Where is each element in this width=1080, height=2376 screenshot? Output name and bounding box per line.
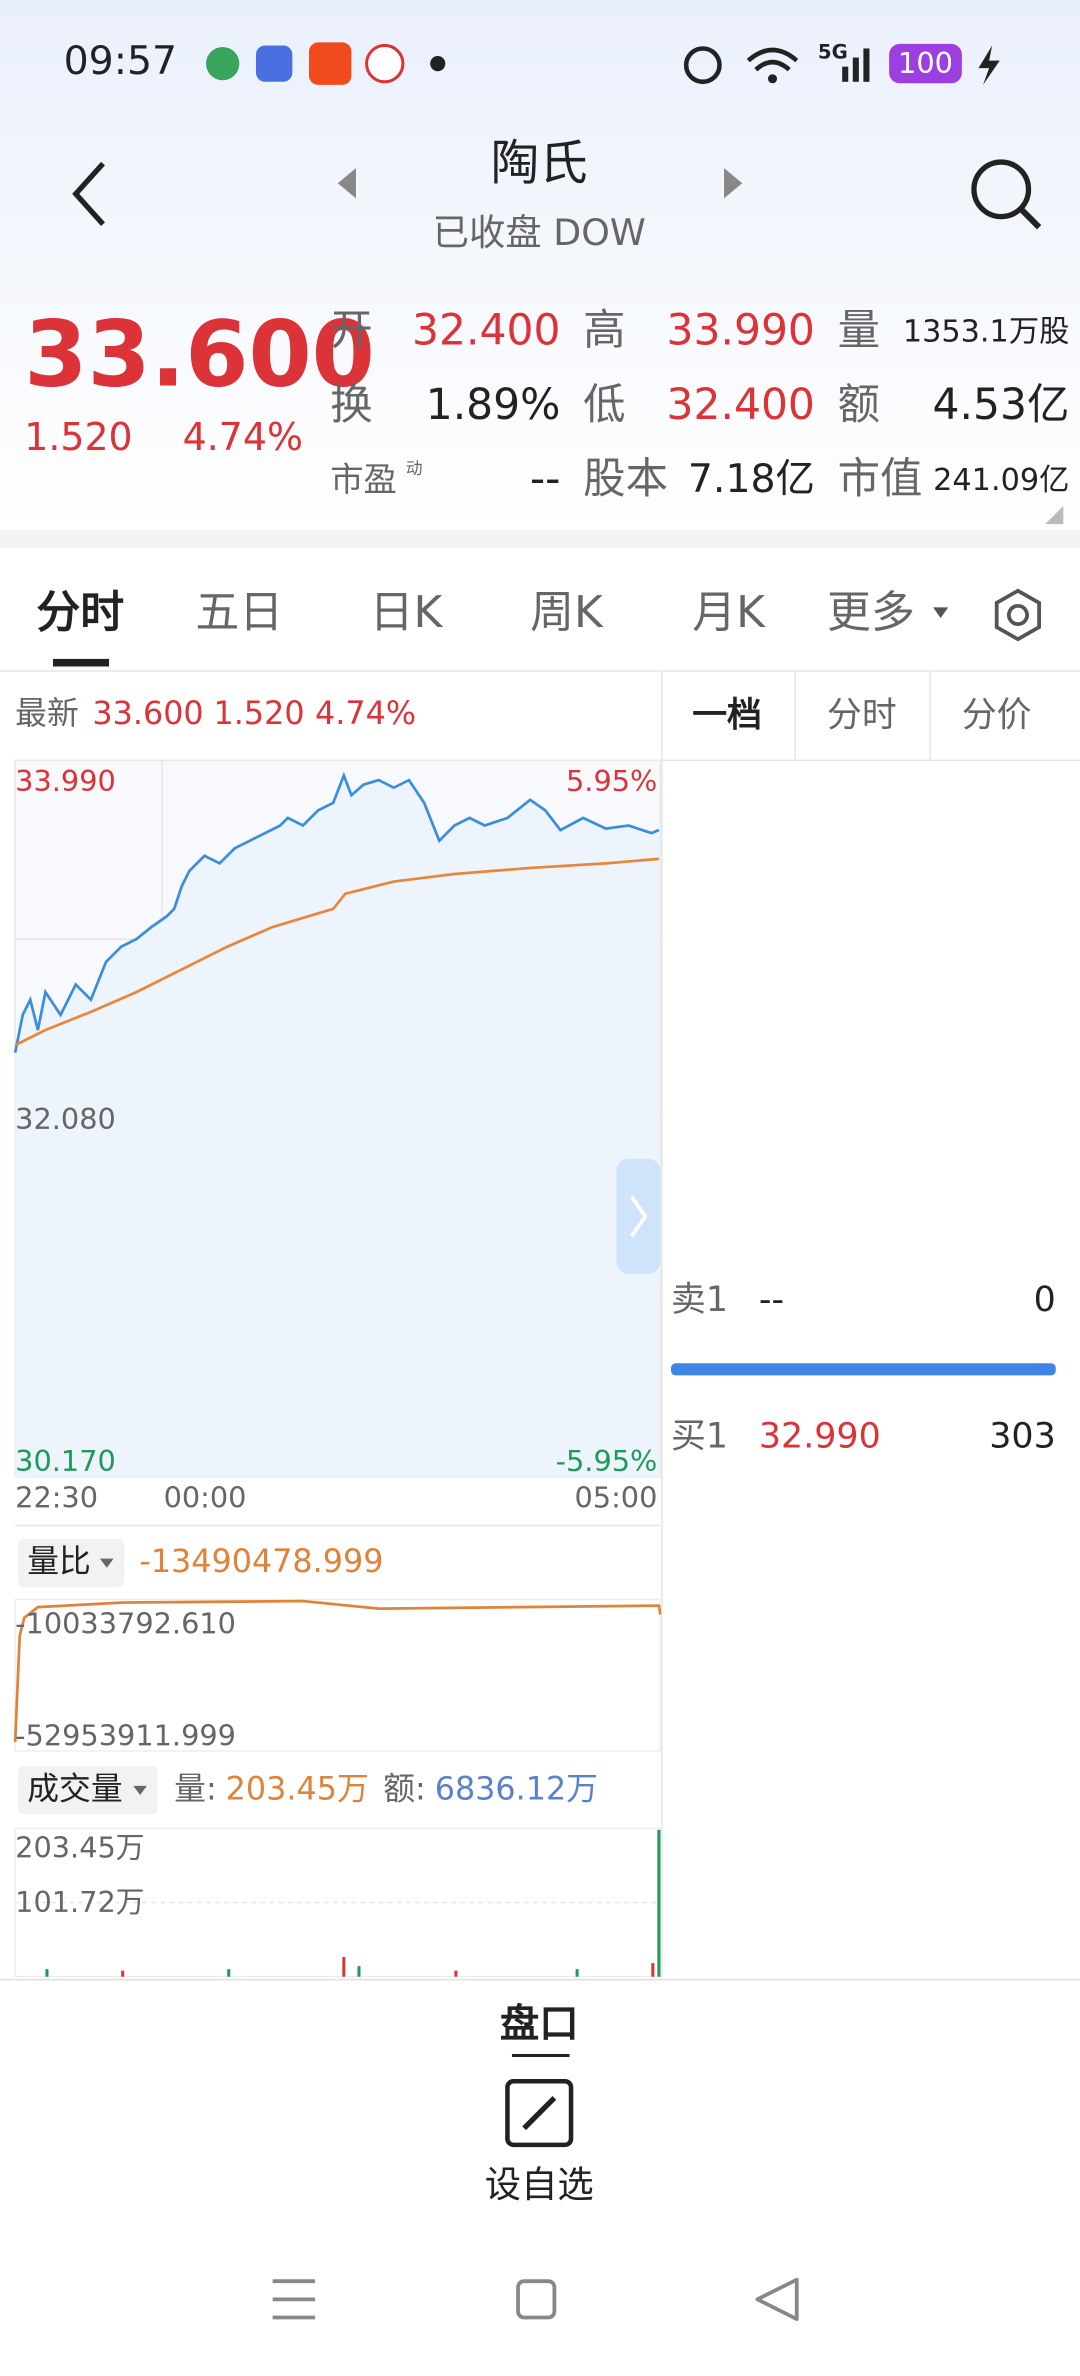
stat-value: -- [530,455,561,504]
volume-bars [45,1829,661,1977]
buy-size: 303 [989,1416,1055,1456]
watchlist-icon[interactable] [505,2078,574,2148]
prev-stock[interactable] [337,168,356,199]
change-pct: 4.74% [183,415,303,459]
stat-label: 股本 [583,455,668,504]
stat-label: 市盈 [330,460,397,499]
caret [99,1558,114,1568]
back-button[interactable] [72,161,105,226]
ratio-area [14,1598,662,1752]
stat-label: 开 [330,307,372,356]
vol-value: 203.45万 [226,1770,369,1807]
sell-size: 0 [1034,1280,1056,1320]
latest-label: 最新 [15,695,79,732]
latest-change: 1.520 [214,695,305,732]
watchlist-label[interactable]: 设自选 [485,2163,594,2206]
ratio-bottom: -52953911.999 [15,1718,236,1752]
stat-label: 换 [330,381,372,430]
stat-value: 1.89% [426,381,561,430]
book-bar [671,1363,1056,1376]
active-tab-indicator [53,658,110,667]
period-tab[interactable]: 五日 [195,587,283,638]
bottom-pct: -5.95% [556,1444,658,1478]
stat-label: 量 [838,307,880,356]
system-icons [683,43,1000,85]
period-tab[interactable]: 分时 [36,587,124,638]
y-mid: 32.080 [15,1102,116,1136]
stat-value: 32.400 [412,307,560,356]
volume-label: 成交量 [27,1770,122,1807]
latest-pct: 4.74% [315,695,416,732]
book-tab[interactable]: 分时 [827,695,897,735]
period-tab[interactable]: 周K [530,587,604,638]
book-tab[interactable]: 一档 [692,695,762,735]
network-type: 5G [818,41,848,64]
stock-name: 陶氏 [491,136,588,192]
stat-value: 32.400 [667,381,815,430]
y-bottom: 30.170 [15,1444,116,1478]
volume-tick: 101.72万 [15,1885,144,1919]
divider [0,530,1080,549]
period-tab[interactable]: 更多 [827,587,915,638]
nav-bar [272,2277,799,2321]
period-tabs: 分时 五日 日K 周K 月K 更多 [36,587,914,638]
period-tab[interactable]: 日K [370,587,444,638]
indicator-selector[interactable] [18,1766,158,1815]
stat-value: 1353.1万股 [903,315,1070,350]
top-pct: 5.95% [566,764,657,798]
ratio-top: -10033792.610 [15,1606,236,1640]
stat-label: 市值 [838,455,923,504]
book-tab[interactable]: 分价 [962,695,1032,735]
volume-tick: 203.45万 [15,1830,144,1864]
x-label: 22:30 [15,1481,98,1515]
stat-label: 额 [838,381,880,430]
latest-price: 33.600 [92,695,203,732]
stat-value: 241.09亿 [933,463,1069,498]
notification-icons [206,42,446,85]
battery-level: 100 [898,46,953,80]
x-label: 05:00 [574,1481,657,1515]
x-label: 00:00 [164,1481,247,1515]
search-button[interactable] [971,159,1042,230]
panel-tab[interactable]: 盘口 [500,2001,579,2047]
indicator-label: 量比 [27,1543,91,1580]
stat-value: 33.990 [667,307,815,356]
period-tab[interactable]: 月K [692,587,766,638]
buy-label: 买1 [671,1416,728,1456]
amt-label: 额: [383,1770,426,1807]
header-bg [0,0,1080,531]
buy-price: 32.990 [759,1416,881,1456]
caret [133,1785,147,1795]
price-area [15,775,659,1477]
stock-status: 已收盘 DOW [433,211,646,254]
next-stock[interactable] [724,168,743,199]
indicator-selector[interactable] [18,1538,125,1588]
stat-label: 低 [583,381,625,430]
more-caret [933,607,949,619]
average-line [14,857,660,1047]
y-top: 33.990 [15,764,116,798]
vol-label: 量: [174,1770,217,1807]
change: 1.520 [24,415,132,459]
status-time: 09:57 [64,38,177,84]
stat-value: 7.18亿 [688,456,815,502]
price: 33.600 [24,302,375,407]
stat-value: 4.53亿 [933,381,1070,430]
sell-label: 卖1 [671,1280,728,1320]
sell-price: -- [759,1280,784,1320]
expand-corner[interactable] [1045,505,1064,525]
stat-sup: 动 [406,459,423,478]
settings-button[interactable] [994,588,1041,642]
expand-panel[interactable] [616,1158,661,1274]
amt-value: 6836.12万 [435,1770,598,1807]
price-line [13,771,660,1054]
stat-label: 高 [583,307,625,356]
intraday-header: 最新 33.600 1.520 4.74% [15,695,416,732]
ratio-value: -13490478.999 [139,1543,383,1580]
ratio-line [13,1599,662,1742]
